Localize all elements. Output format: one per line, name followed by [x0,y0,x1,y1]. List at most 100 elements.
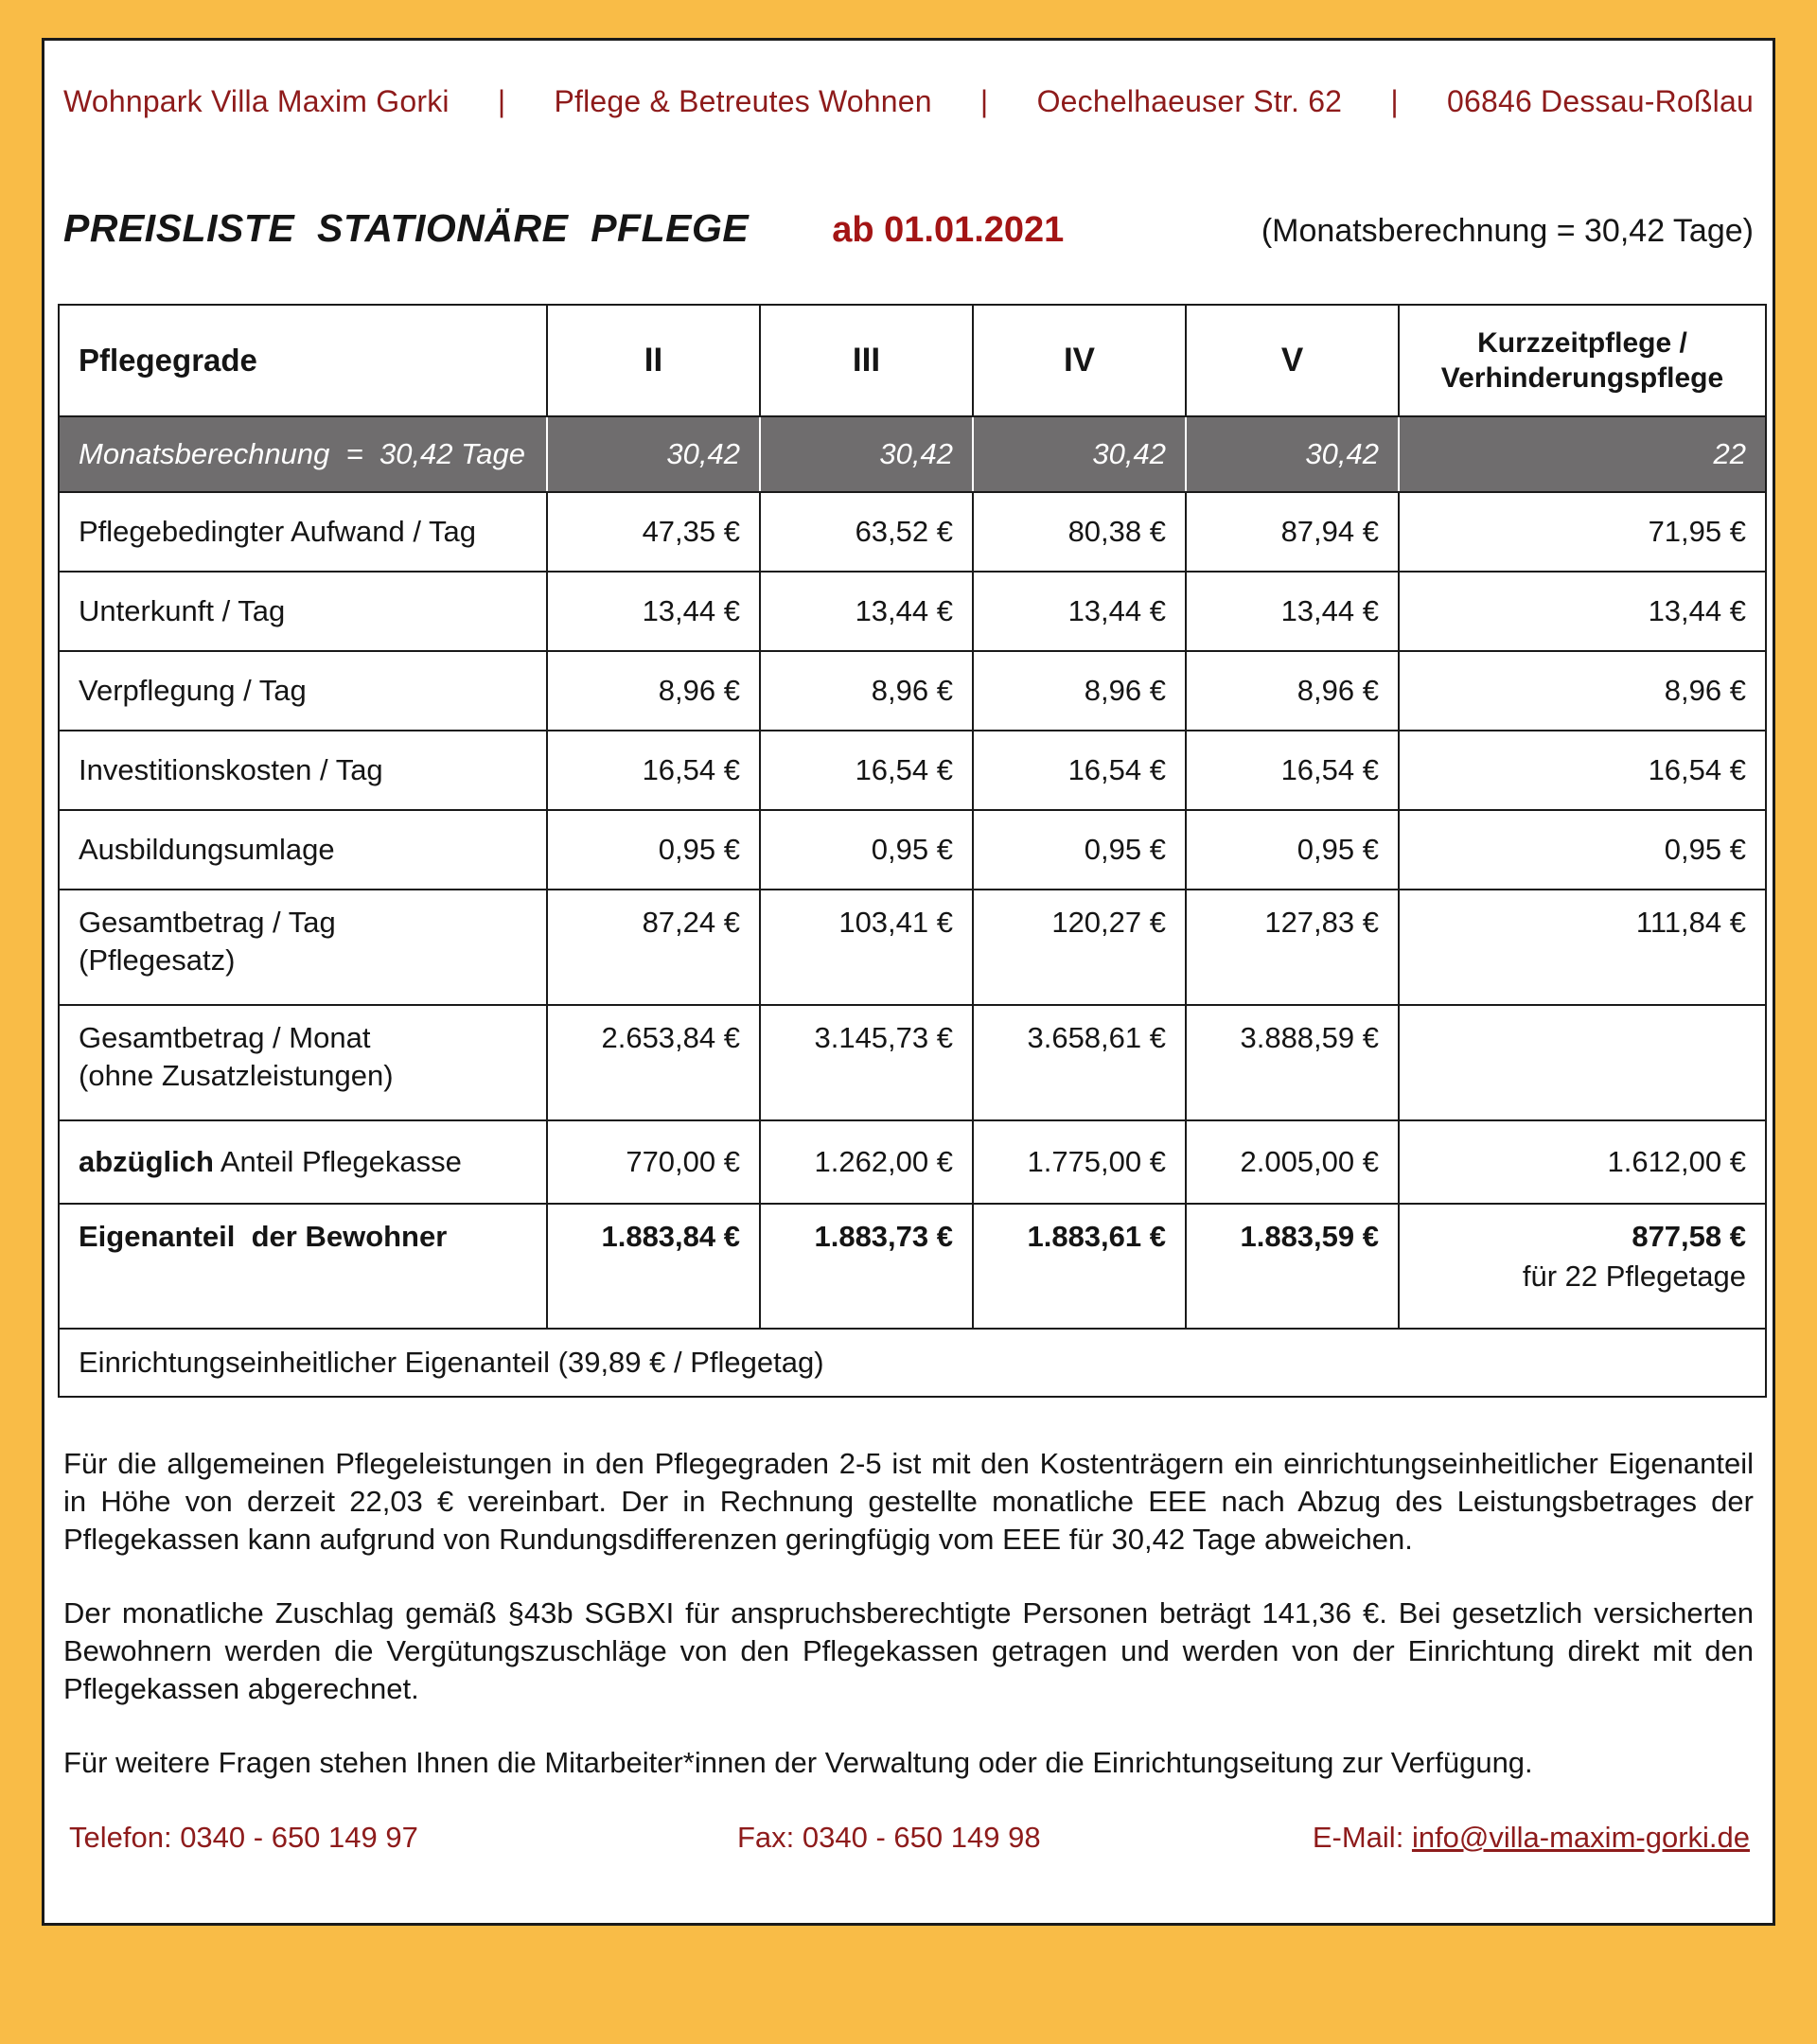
separator: | [497,84,506,118]
cell-value: 3.145,73 € [759,1004,974,1121]
row-label-line2: (ohne Zusatzleistungen) [79,1059,394,1092]
cell-value: 71,95 € [1398,491,1767,573]
cell-value: 2.653,84 € [546,1004,761,1121]
row-label: abzüglich Anteil Pflegekasse [58,1119,548,1205]
row-label: Eigenanteil der Bewohner [58,1203,548,1330]
cell-value: 127,83 € [1185,889,1400,1006]
cell-value [1398,1004,1767,1121]
row-label: Verpflegung / Tag [58,650,548,731]
table-row-gesamtbetrag-tag: Gesamtbetrag / Tag (Pflegesatz) 87,24 € … [58,889,1767,1006]
cell-value: 0,95 € [1185,809,1400,890]
cell-value: 16,54 € [1398,730,1767,811]
cell-value: 80,38 € [972,491,1187,573]
cell-value: 8,96 € [1185,650,1400,731]
price-table: Pflegegrade II III IV V Kurzzeitpflege /… [58,304,1767,1398]
masthead: Wohnpark Villa Maxim Gorki | Pflege & Be… [63,84,1754,119]
separator: | [979,84,989,118]
cell-value: 13,44 € [1185,571,1400,652]
row-label-line1: Gesamtbetrag / Monat [79,1021,371,1054]
cell-value: 103,41 € [759,889,974,1006]
cell-value: 1.262,00 € [759,1119,974,1205]
cell-value: 63,52 € [759,491,974,573]
row-label-rest: Anteil Pflegekasse [213,1145,462,1178]
cell-days: 30,42 [546,415,761,493]
table-row-pflegeaufwand: Pflegebedingter Aufwand / Tag 47,35 € 63… [58,491,1767,573]
contact-bar: Telefon: 0340 - 650 149 97 Fax: 0340 - 6… [63,1821,1750,1860]
facility-name: Wohnpark Villa Maxim Gorki [63,84,450,118]
note-paragraph-fragen: Für weitere Fragen stehen Ihnen die Mita… [63,1746,1533,1779]
cell-value: 0,95 € [546,809,761,890]
effective-date: ab 01.01.2021 [832,210,1065,250]
cell-value: 16,54 € [972,730,1187,811]
table-row-gesamtbetrag-monat: Gesamtbetrag / Monat (ohne Zusatzleistun… [58,1004,1767,1121]
cell-value: 0,95 € [759,809,974,890]
note-paragraph-zuschlag: Der monatliche Zuschlag gemäß §43b SGBXI… [63,1596,1754,1705]
cell-days: 22 [1398,415,1767,493]
cell-value: 16,54 € [759,730,974,811]
cell-value: 111,84 € [1398,889,1767,1006]
column-header-grade-4: IV [972,304,1187,417]
cell-value: 13,44 € [546,571,761,652]
column-header-pflegegrade: Pflegegrade [58,304,548,417]
calculation-note: (Monatsberechnung = 30,42 Tage) [1261,213,1754,249]
email-block: E-Mail: info@villa-maxim-gorki.de [1313,1821,1750,1855]
email-link[interactable]: info@villa-maxim-gorki.de [1411,1821,1750,1854]
cell-value: 0,95 € [972,809,1187,890]
cell-value: 8,96 € [759,650,974,731]
email-label: E-Mail: [1312,1821,1404,1854]
row-label-line2: (Pflegesatz) [79,943,236,977]
cell-value: 1.883,59 € [1185,1203,1400,1330]
cell-value: 13,44 € [1398,571,1767,652]
cell-value: 47,35 € [546,491,761,573]
cell-value: 1.883,73 € [759,1203,974,1330]
table-row-investitionskosten: Investitionskosten / Tag 16,54 € 16,54 €… [58,730,1767,811]
column-header-grade-3: III [759,304,974,417]
cell-value: 770,00 € [546,1119,761,1205]
cell-days: 30,42 [972,415,1187,493]
separator: | [1390,84,1399,118]
facility-city: 06846 Dessau-Roßlau [1446,84,1754,118]
title-block: PREISLISTE STATIONÄRE PFLEGE ab 01.01.20… [63,206,1754,251]
facility-street: Oechelhaeuser Str. 62 [1036,84,1343,118]
cell-value: 8,96 € [972,650,1187,731]
row-label-line1: Gesamtbetrag / Tag [79,906,336,939]
days-row-label: Monatsberechnung = 30,42 Tage [58,415,548,493]
cell-value: 1.883,61 € [972,1203,1187,1330]
cell-value: 120,27 € [972,889,1187,1006]
cell-value: 87,24 € [546,889,761,1006]
row-label-bold: abzüglich [79,1145,214,1178]
table-row-verpflegung: Verpflegung / Tag 8,96 € 8,96 € 8,96 € 8… [58,650,1767,731]
cell-days: 30,42 [1185,415,1400,493]
cell-days: 30,42 [759,415,974,493]
page-title: PREISLISTE STATIONÄRE PFLEGE [63,206,750,250]
facility-type: Pflege & Betreutes Wohnen [554,84,932,118]
cell-value: 877,58 € für 22 Pflegetage [1398,1203,1767,1330]
table-row-ausbildungsumlage: Ausbildungsumlage 0,95 € 0,95 € 0,95 € 0… [58,809,1767,890]
row-label: Gesamtbetrag / Tag (Pflegesatz) [58,889,548,1006]
column-header-kurzzeitpflege: Kurzzeitpflege / Verhinderungspflege [1398,304,1767,417]
notes-section: Für die allgemeinen Pflegeleistungen in … [63,1445,1754,1782]
fax-number: Fax: 0340 - 650 149 98 [737,1821,1041,1854]
cell-value: 2.005,00 € [1185,1119,1400,1205]
row-label: Gesamtbetrag / Monat (ohne Zusatzleistun… [58,1004,548,1121]
cell-value: 3.658,61 € [972,1004,1187,1121]
cell-value: 0,95 € [1398,809,1767,890]
cell-value: 1.883,84 € [546,1203,761,1330]
cell-value: 8,96 € [1398,650,1767,731]
days-row: Monatsberechnung = 30,42 Tage 30,42 30,4… [58,415,1767,493]
column-header-grade-2: II [546,304,761,417]
cell-value: 13,44 € [759,571,974,652]
cell-value-note: für 22 Pflegetage [1522,1260,1746,1293]
cell-value: 16,54 € [1185,730,1400,811]
cell-value: 87,94 € [1185,491,1400,573]
phone-number: Telefon: 0340 - 650 149 97 [69,1821,418,1854]
table-row-abzueglich-pflegekasse: abzüglich Anteil Pflegekasse 770,00 € 1.… [58,1119,1767,1205]
note-paragraph-eee: Für die allgemeinen Pflegeleistungen in … [63,1447,1754,1556]
table-header-row: Pflegegrade II III IV V Kurzzeitpflege /… [58,304,1767,417]
cell-value: 8,96 € [546,650,761,731]
cell-value: 13,44 € [972,571,1187,652]
row-label: Ausbildungsumlage [58,809,548,890]
cell-value-amount: 877,58 € [1632,1220,1746,1253]
cell-value: 3.888,59 € [1185,1004,1400,1121]
table-row-eigenanteil: Eigenanteil der Bewohner 1.883,84 € 1.88… [58,1203,1767,1330]
